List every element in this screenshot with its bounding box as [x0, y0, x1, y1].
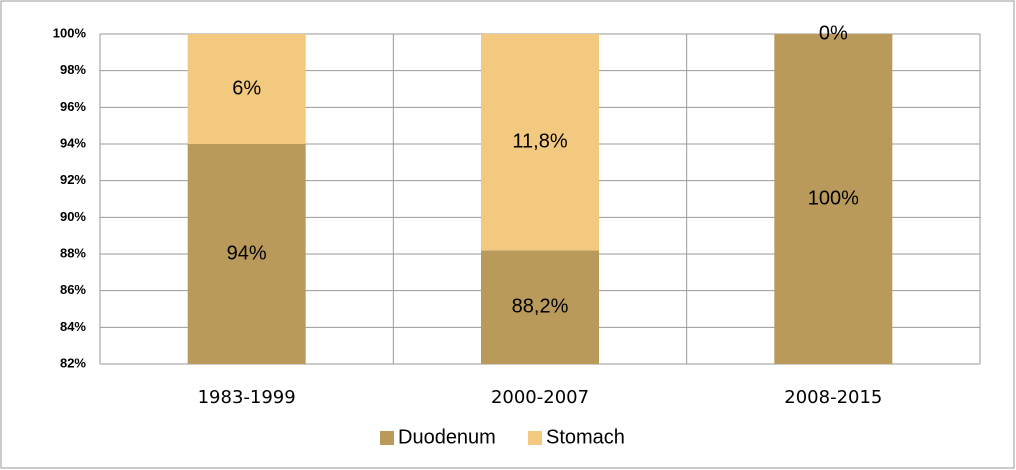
value-label: 88,2% — [512, 295, 569, 317]
bar-segment — [481, 250, 599, 364]
value-label: 6% — [232, 77, 261, 99]
value-label: 11,8% — [512, 130, 567, 152]
x-tick-label: 2008-2015 — [784, 387, 882, 408]
value-label: 100% — [808, 187, 859, 209]
y-tick-label: 84% — [60, 319, 86, 334]
legend-label: Stomach — [546, 426, 625, 448]
bar-segment — [774, 34, 893, 364]
y-tick-label: 98% — [60, 62, 86, 77]
y-tick-label: 86% — [60, 282, 86, 297]
bar-segment — [187, 34, 306, 144]
x-tick-label: 1983-1999 — [198, 387, 296, 408]
y-tick-label: 94% — [60, 135, 86, 150]
legend-swatch — [528, 431, 542, 445]
y-tick-label: 100% — [53, 25, 87, 40]
y-tick-label: 92% — [60, 172, 86, 187]
bar-segment — [481, 34, 599, 251]
y-tick-label: 96% — [60, 99, 86, 114]
y-tick-label: 82% — [60, 355, 86, 370]
legend-swatch — [380, 431, 394, 445]
y-tick-label: 90% — [60, 209, 86, 224]
bar-segment — [187, 144, 306, 364]
legend-label: Duodenum — [398, 426, 496, 448]
value-label: 0% — [819, 22, 848, 44]
y-tick-label: 88% — [60, 245, 86, 260]
value-label: 94% — [227, 242, 267, 264]
x-tick-label: 2000-2007 — [491, 387, 589, 408]
